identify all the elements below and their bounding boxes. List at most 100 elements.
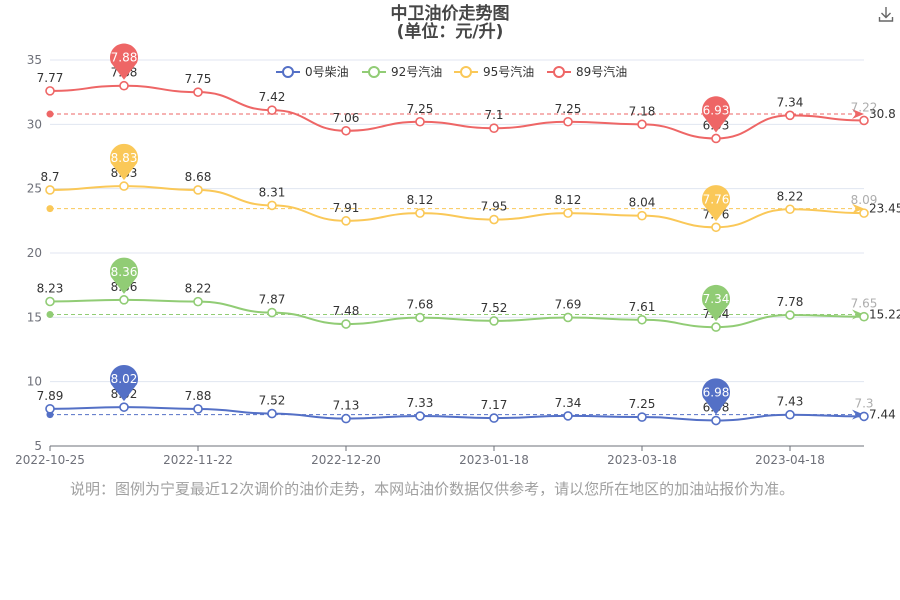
y-tick-label: 10 xyxy=(27,375,42,389)
max-marker: 8.83 xyxy=(110,143,138,181)
data-label: 8.04 xyxy=(629,196,656,210)
min-marker: 7.76 xyxy=(702,185,730,222)
marker-label: 7.88 xyxy=(111,51,138,65)
download-icon[interactable] xyxy=(878,6,894,22)
data-point xyxy=(489,214,499,225)
marker-label: 8.36 xyxy=(111,265,138,279)
data-point xyxy=(341,125,351,136)
data-label: 7.89 xyxy=(37,389,64,403)
marker-pin xyxy=(110,257,138,294)
average-label: 15.22 xyxy=(869,308,900,322)
average-start-dot xyxy=(46,205,54,213)
average-label: 30.8 xyxy=(869,107,896,121)
legend-item-0[interactable]: 0号柴油 xyxy=(276,65,349,79)
data-label: 7.33 xyxy=(407,396,434,410)
data-point xyxy=(119,181,129,191)
min-marker: 6.93 xyxy=(702,96,730,133)
data-point xyxy=(711,415,721,426)
data-label: 7.61 xyxy=(629,300,656,314)
data-label: 7.52 xyxy=(259,394,286,408)
data-label: 7.06 xyxy=(333,111,360,125)
data-label: 8.31 xyxy=(259,185,286,199)
data-label: 8.68 xyxy=(185,170,212,184)
data-label: 7.87 xyxy=(259,293,286,307)
legend-item-3[interactable]: 89号汽油 xyxy=(547,64,627,79)
data-point xyxy=(341,413,351,424)
max-marker: 8.02 xyxy=(110,364,138,402)
data-point xyxy=(193,87,203,97)
data-label: 7.75 xyxy=(185,72,212,86)
data-point xyxy=(45,296,55,307)
series-3: 30.8 7.77 7.88 7.75 7.42 7.06 7.25 7.1 7.25 7.18 6… xyxy=(37,43,896,144)
data-point xyxy=(859,311,869,322)
data-point xyxy=(45,185,55,195)
legend-item-1[interactable]: 92号汽油 xyxy=(362,64,442,79)
data-label: 7.42 xyxy=(259,90,286,104)
data-label: 7.18 xyxy=(629,104,656,118)
data-label: 8.12 xyxy=(555,193,582,207)
data-point xyxy=(119,295,129,305)
marker-pin xyxy=(702,96,730,133)
data-point xyxy=(785,110,795,121)
data-point xyxy=(711,133,721,144)
data-point xyxy=(193,404,203,414)
x-tick-label: 2022-12-20 xyxy=(311,453,381,467)
legend-item-2[interactable]: 95号汽油 xyxy=(454,64,534,79)
y-tick-label: 35 xyxy=(27,53,42,67)
x-tick-label: 2022-11-22 xyxy=(163,453,233,467)
marker-pin xyxy=(702,378,730,415)
data-point xyxy=(489,123,499,133)
series-line xyxy=(49,84,865,140)
average-arrow xyxy=(852,203,864,214)
x-tick-label: 2023-04-18 xyxy=(755,453,825,467)
legend-label: 95号汽油 xyxy=(483,64,534,79)
max-marker: 8.36 xyxy=(110,257,138,294)
data-point xyxy=(193,185,203,195)
data-point xyxy=(415,312,425,323)
marker-pin xyxy=(702,185,730,222)
y-tick-label: 30 xyxy=(27,117,42,131)
data-label: 7.17 xyxy=(481,398,508,412)
data-point xyxy=(859,411,869,422)
data-label: 7.22 xyxy=(851,100,878,114)
data-point xyxy=(341,216,351,226)
x-tick-label: 2022-10-25 xyxy=(15,453,85,467)
y-tick-label: 25 xyxy=(27,182,42,196)
average-start-dot xyxy=(46,311,54,319)
data-point xyxy=(119,402,129,412)
marker-label: 8.02 xyxy=(111,372,138,386)
data-point xyxy=(711,322,721,332)
data-label: 7.34 xyxy=(555,396,582,410)
data-point xyxy=(563,411,573,421)
data-label: 7.43 xyxy=(777,395,804,409)
average-arrow xyxy=(852,409,864,420)
legend-label: 0号柴油 xyxy=(305,65,349,79)
data-label: 8.12 xyxy=(407,193,434,207)
data-point xyxy=(415,411,425,421)
data-point xyxy=(489,413,499,423)
average-arrow xyxy=(852,309,864,320)
data-label: 7.25 xyxy=(407,102,434,116)
data-point xyxy=(785,310,795,320)
legend-label: 92号汽油 xyxy=(391,64,442,79)
series-line xyxy=(49,298,865,329)
x-tick-label: 2023-01-18 xyxy=(459,453,529,467)
y-tick-label: 15 xyxy=(27,310,42,324)
marker-label: 6.98 xyxy=(703,386,730,400)
data-point xyxy=(341,319,351,329)
data-point xyxy=(859,208,869,218)
data-label: 8.7 xyxy=(40,170,59,184)
data-point xyxy=(563,312,573,323)
data-label: 7.77 xyxy=(37,71,64,85)
y-tick-label: 20 xyxy=(27,246,42,260)
data-point xyxy=(45,404,55,414)
data-point xyxy=(267,408,277,419)
data-label: 7.95 xyxy=(481,200,508,214)
data-label: 7.78 xyxy=(777,295,804,309)
data-point xyxy=(637,210,647,221)
data-point xyxy=(785,204,795,215)
data-point xyxy=(637,314,647,325)
chart-note: 说明：图例为宁夏最近12次调价的油价走势，本网站油价数据仅供参考，请以您所在地区… xyxy=(70,480,795,498)
data-label: 7.3 xyxy=(854,396,873,410)
legend-label: 89号汽油 xyxy=(576,64,627,79)
